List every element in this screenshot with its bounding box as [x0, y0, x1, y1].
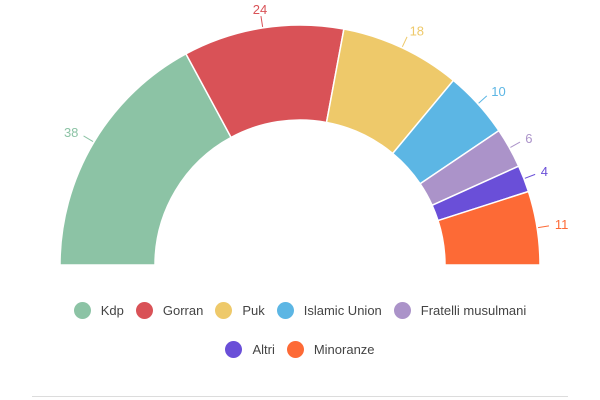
label-leader-line	[538, 225, 550, 229]
data-label: 11	[555, 217, 569, 232]
data-label: 24	[253, 2, 267, 17]
legend-dot-icon	[215, 302, 233, 319]
legend-item-kdp[interactable]: Kdp	[73, 302, 124, 319]
label-leader-line	[260, 15, 264, 27]
legend-item-islamic-union[interactable]: Islamic Union	[276, 302, 382, 319]
legend-item-altri[interactable]: Altri	[225, 341, 275, 358]
legend-dot-icon	[286, 341, 304, 358]
legend-dot-icon	[73, 302, 91, 319]
slice-minoranze[interactable]	[437, 190, 541, 266]
label-leader-line	[83, 135, 94, 142]
legend-item-fratelli-musulmani[interactable]: Fratelli musulmani	[393, 302, 527, 319]
legend-label: Islamic Union	[303, 303, 382, 318]
legend-dot-icon	[276, 302, 294, 319]
legend-item-puk[interactable]: Puk	[215, 302, 265, 319]
legend-label: Kdp	[100, 303, 124, 318]
data-label: 10	[491, 84, 505, 99]
legend-row-2: Altri Minoranze	[0, 341, 600, 358]
legend-item-minoranze[interactable]: Minoranze	[286, 341, 375, 358]
legend-label: Altri	[252, 342, 275, 357]
legend-label: Gorran	[162, 303, 204, 318]
semicircle-chart: 38 24 18 10 6 4 11	[59, 2, 569, 266]
legend-item-gorran[interactable]: Gorran	[135, 302, 204, 319]
legend-row-1: Kdp Gorran Puk Islamic Union Fratelli mu…	[0, 302, 600, 319]
label-leader-line	[510, 141, 521, 148]
legend-dot-icon	[393, 302, 411, 319]
label-leader-line	[478, 95, 488, 104]
data-label: 4	[541, 164, 548, 179]
legend-label: Puk	[242, 303, 265, 318]
data-label: 38	[64, 125, 78, 140]
label-leader-line	[401, 36, 408, 48]
label-leader-line	[524, 173, 536, 179]
legend-dot-icon	[225, 341, 243, 358]
data-label: 6	[525, 131, 532, 146]
legend-dot-icon	[135, 302, 153, 319]
legend-label: Minoranze	[313, 342, 375, 357]
legend-label: Fratelli musulmani	[420, 303, 527, 318]
data-label: 18	[410, 23, 424, 38]
bottom-divider	[32, 396, 568, 397]
